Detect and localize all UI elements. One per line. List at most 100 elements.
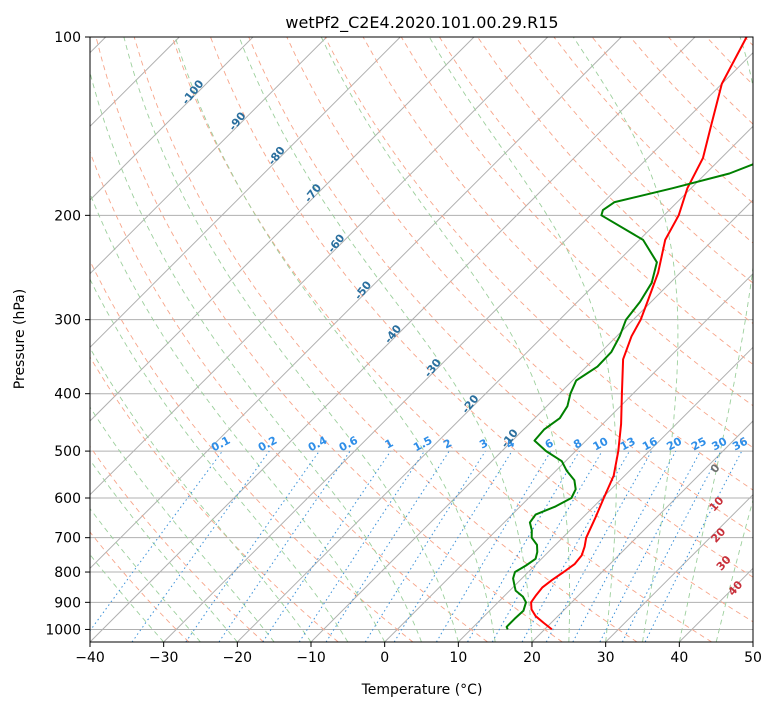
mixing-ratio-line	[298, 450, 425, 642]
moist-adiabat	[90, 70, 422, 642]
dry-adiabat-label: -10	[498, 426, 521, 450]
mixing-ratio-line	[545, 450, 653, 642]
dry-adiabat	[668, 37, 753, 125]
axis-ticks: −40 −30 −20 −10 0 10 20 30 40 5010020030040050060…	[45, 30, 762, 666]
dry-adiabat	[515, 37, 753, 284]
moist-adiabat	[238, 37, 533, 642]
y-tick-label: 700	[54, 531, 81, 547]
y-axis-label: Pressure (hPa)	[12, 289, 28, 389]
mixing-ratio-label: 25	[689, 435, 709, 454]
isotherm	[90, 37, 254, 201]
isotherm	[90, 37, 328, 275]
mixing-ratio-label: 36	[730, 435, 750, 454]
dry-adiabat	[286, 37, 753, 534]
isotherm	[605, 493, 753, 642]
dry-adiabat	[706, 37, 753, 86]
moist-adiabat	[90, 507, 201, 642]
mixing-ratio-line	[364, 450, 486, 642]
dry-adiabat	[210, 37, 753, 623]
dry-adiabat	[248, 37, 753, 578]
dry-adiabat-label: -80	[265, 144, 288, 168]
moist-adiabat	[752, 640, 753, 642]
mixing-ratio-line	[644, 450, 743, 642]
temperature-line	[530, 37, 748, 631]
moist-adiabat-label: 0	[708, 461, 723, 476]
mixing-ratio-label: 30	[710, 435, 730, 454]
moist-adiabat-label: 20	[708, 525, 728, 545]
moist-adiabat	[90, 406, 275, 642]
mixing-ratio-line	[185, 450, 320, 642]
y-tick-label: 100	[54, 30, 81, 46]
moist-adiabat	[174, 37, 496, 642]
mixing-ratio-line	[325, 450, 450, 642]
plot-area	[90, 37, 753, 642]
mixing-ratio-line	[521, 450, 630, 642]
dry-adiabat-label: -50	[352, 278, 375, 302]
moist-adiabat	[428, 37, 617, 642]
dry-adiabat	[171, 37, 712, 642]
mixing-ratio-label: 20	[664, 435, 684, 454]
moist-adiabat	[90, 278, 349, 642]
dry-adiabat	[90, 259, 414, 642]
mixing-ratio-label: 16	[640, 435, 660, 454]
y-tick-label: 1000	[45, 622, 81, 638]
moist-adiabat-label: 10	[707, 494, 727, 514]
y-tick-label: 800	[54, 565, 81, 581]
dry-adiabat-label: -20	[459, 392, 482, 416]
mixing-ratio-line	[393, 450, 513, 642]
isotherm	[90, 37, 475, 422]
x-tick-label: −20	[223, 650, 253, 666]
moist-adiabat	[123, 37, 459, 642]
dry-adiabat	[591, 37, 753, 204]
mixing-ratio-line	[435, 450, 552, 642]
y-tick-label: 600	[54, 491, 81, 507]
mixing-ratio-label: 13	[618, 435, 638, 454]
y-tick-label: 900	[54, 595, 81, 611]
mixing-ratio-line	[572, 450, 677, 642]
isotherm	[163, 51, 753, 642]
mixing-ratio-label: 10	[591, 435, 611, 454]
isotherm	[531, 420, 753, 642]
dry-adiabat-label: -90	[226, 109, 249, 133]
mixing-ratio-line	[90, 450, 223, 632]
moist-adiabat	[572, 37, 679, 642]
x-tick-label: −40	[75, 650, 105, 666]
isotherm	[457, 346, 753, 642]
x-tick-label: 50	[744, 650, 762, 666]
isotherm	[310, 199, 753, 642]
mixing-ratio-line	[218, 450, 351, 642]
isotherm	[90, 37, 401, 349]
dry-adiabat	[90, 356, 339, 642]
mixing-ratio-line	[599, 450, 701, 642]
mixing-ratio-line	[262, 450, 392, 642]
dry-adiabat	[477, 37, 753, 325]
chart-title: wetPf2_C2E4.2020.101.00.29.R15	[285, 13, 558, 33]
isotherm	[90, 37, 622, 570]
dry-adiabat	[744, 37, 753, 47]
x-tick-label: 20	[523, 650, 541, 666]
isotherm	[384, 272, 753, 642]
y-tick-label: 200	[54, 208, 81, 224]
moist-adiabat	[90, 192, 386, 642]
moist-adiabat	[90, 347, 312, 642]
x-tick-label: 40	[670, 650, 688, 666]
dry-adiabat	[400, 37, 753, 407]
y-tick-label: 300	[54, 313, 81, 329]
moist-adiabat-label: 30	[714, 553, 734, 573]
dry-adiabat-label: -40	[382, 322, 405, 346]
dry-adiabat	[90, 531, 190, 642]
dry-adiabat-label: -100	[179, 77, 206, 107]
dry-adiabat-label: -70	[302, 181, 325, 205]
moist-adiabat	[90, 459, 238, 642]
moist-adiabat	[320, 37, 571, 642]
mixing-ratio-line	[467, 450, 580, 642]
plot-frame	[89, 36, 754, 643]
mixing-ratio-label: 2	[441, 436, 454, 451]
x-tick-label: −10	[296, 650, 326, 666]
dry-adiabat-label: -30	[422, 356, 445, 380]
moist-adiabat	[678, 37, 753, 642]
mixing-ratio-line	[131, 450, 270, 642]
dry-adiabat	[95, 37, 563, 642]
x-tick-label: 30	[597, 650, 615, 666]
